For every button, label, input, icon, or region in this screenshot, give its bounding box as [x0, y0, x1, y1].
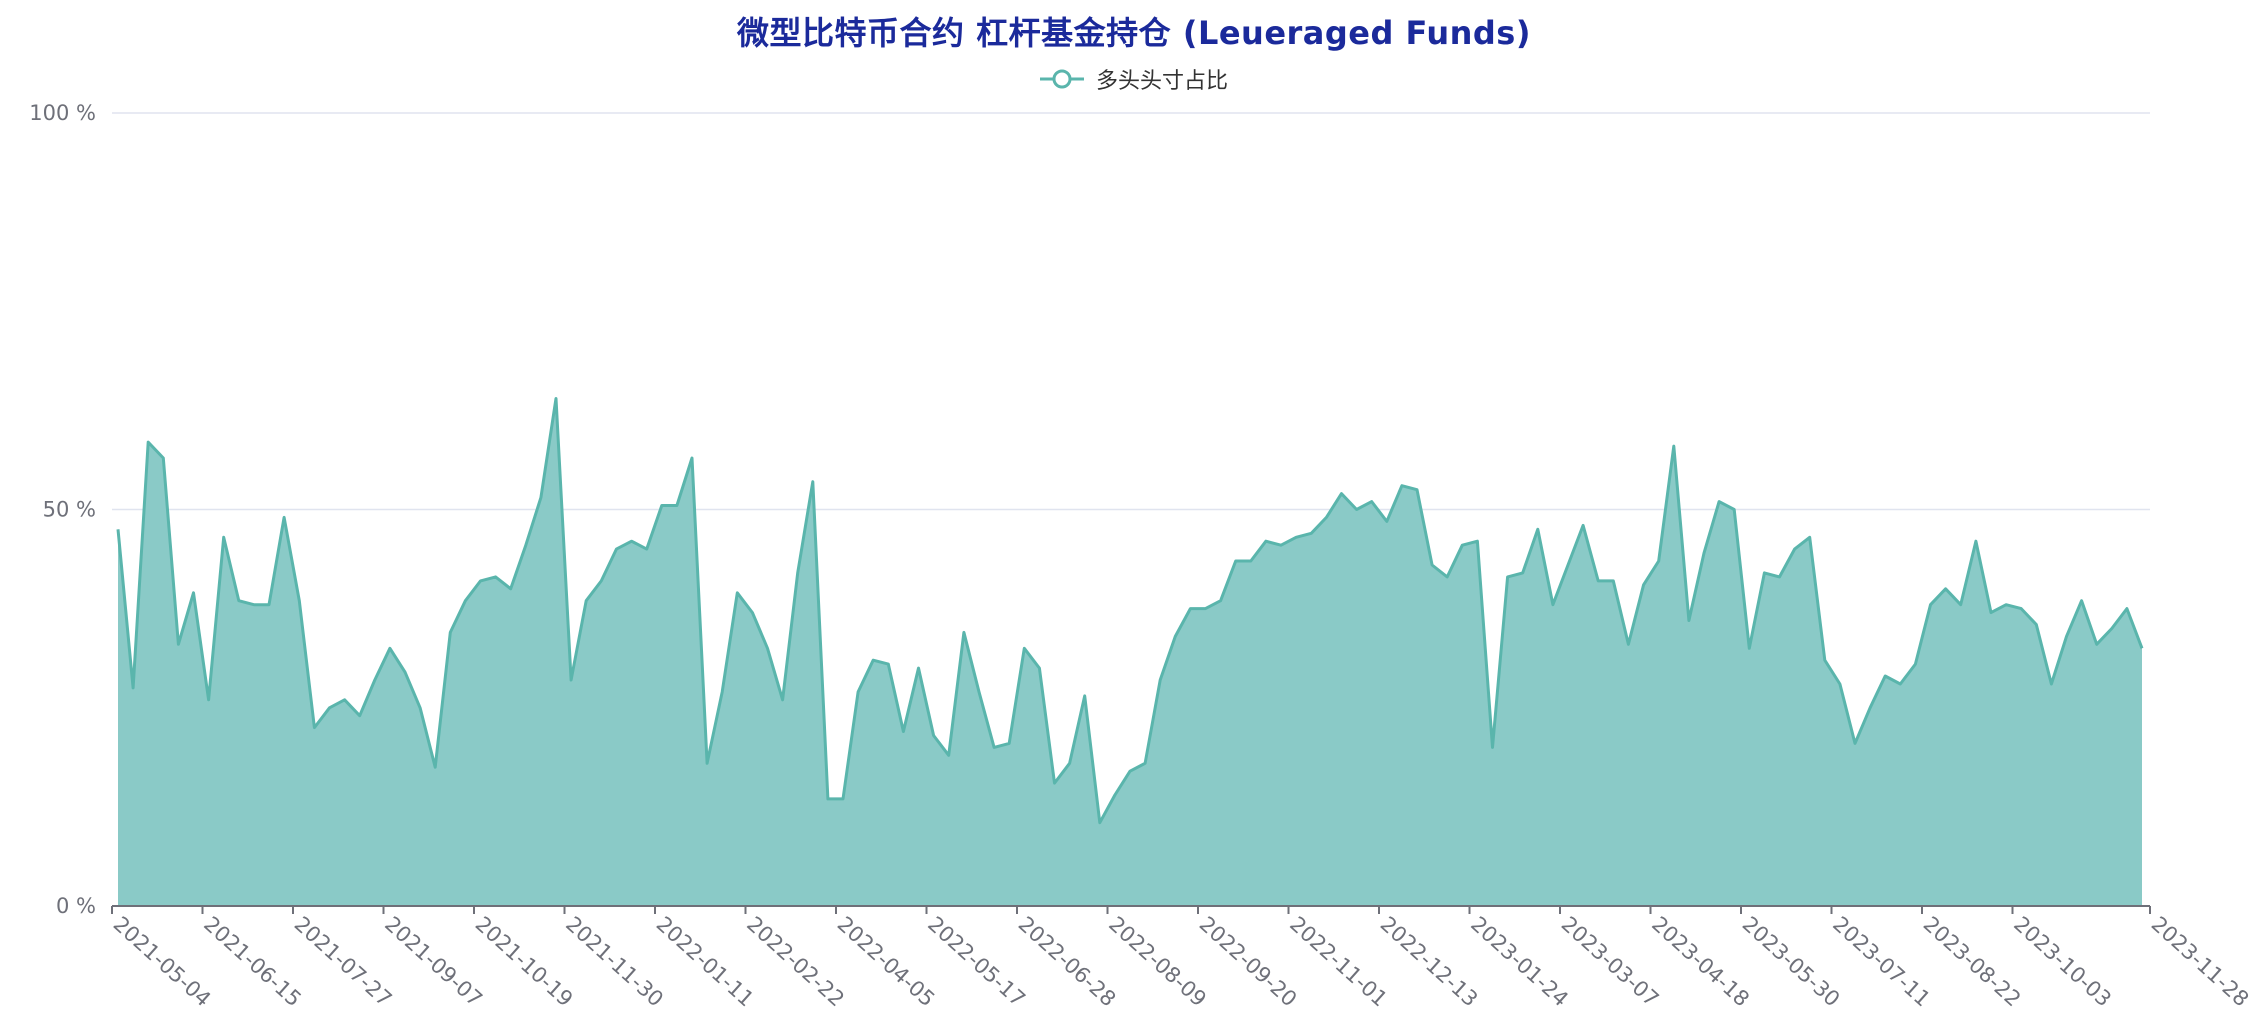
x-tick-label: 2023-05-30: [1738, 912, 1845, 1012]
y-tick-label: 0 %: [56, 894, 96, 918]
legend-marker-icon: [1040, 69, 1084, 89]
series-line[interactable]: [116, 397, 2144, 825]
x-tick-label: 2022-01-11: [652, 912, 759, 1012]
x-tick-label: 2021-09-07: [380, 912, 487, 1012]
y-tick-label: 50 %: [43, 498, 96, 522]
x-tick-label: 2022-04-05: [833, 912, 940, 1012]
x-axis-labels: 2021-05-042021-06-152021-07-272021-09-07…: [109, 912, 2254, 1012]
chart-title: 微型比特币合约 杠杆基金持仓 (Leueraged Funds): [737, 14, 1531, 52]
x-tick-label: 2022-09-20: [1195, 912, 1302, 1012]
x-tick-label: 2022-05-17: [923, 912, 1030, 1012]
x-tick-label: 2022-06-28: [1014, 912, 1121, 1012]
x-tick-label: 2023-10-03: [2009, 912, 2116, 1012]
x-tick-label: 2022-11-01: [1285, 912, 1392, 1012]
x-tick-label: 2022-08-09: [1104, 912, 1211, 1012]
x-tick-label: 2021-05-04: [109, 912, 216, 1012]
x-tick-label: 2023-04-18: [1647, 912, 1754, 1012]
x-tick-label: 2023-08-22: [1919, 912, 2026, 1012]
x-tick-label: 2021-10-19: [471, 912, 578, 1012]
y-axis-labels: 0 % 50 % 100 %: [29, 101, 96, 918]
y-tick-label: 100 %: [29, 101, 96, 125]
grid-lines: [112, 112, 2150, 511]
x-tick-label: 2021-11-30: [561, 912, 668, 1012]
area-series: [116, 397, 2144, 906]
x-tick-label: 2022-02-22: [742, 912, 849, 1012]
x-tick-label: 2023-07-11: [1828, 912, 1935, 1012]
x-tick-label: 2021-06-15: [199, 912, 306, 1012]
x-axis: [111, 905, 2151, 914]
legend[interactable]: 多头头寸占比: [1040, 64, 1228, 94]
x-tick-label: 2023-11-28: [2147, 912, 2254, 1012]
x-tick-label: 2022-12-13: [1376, 912, 1483, 1012]
x-tick-label: 2023-03-07: [1557, 912, 1664, 1012]
x-tick-label: 2023-01-24: [1466, 912, 1573, 1012]
x-tick-label: 2021-07-27: [290, 912, 397, 1012]
area-fill: [118, 398, 2142, 906]
legend-label: 多头头寸占比: [1096, 69, 1229, 94]
